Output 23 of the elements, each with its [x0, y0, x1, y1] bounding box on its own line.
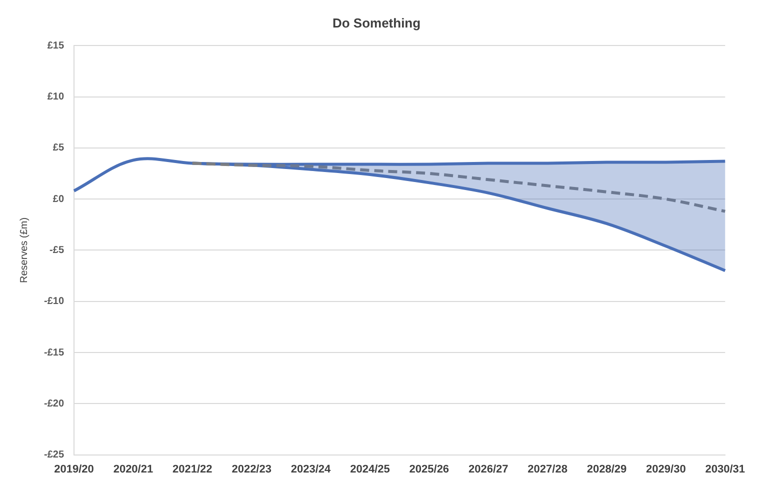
x-tick-label: 2020/21 [113, 463, 154, 476]
y-tick-label: -£20 [44, 398, 64, 410]
x-tick-label: 2023/24 [290, 463, 332, 476]
x-tick-label: 2030/31 [705, 463, 745, 476]
x-tick-label: 2019/20 [54, 463, 94, 476]
x-tick-label: 2029/30 [646, 463, 686, 476]
x-tick-label: 2025/26 [409, 463, 450, 476]
y-tick-label: £5 [52, 142, 64, 154]
x-tick-label: 2021/22 [172, 463, 212, 476]
y-tick-label: £10 [47, 92, 64, 102]
y-axis-title: Reserves (£m) [18, 217, 30, 283]
y-tick-label: £15 [47, 40, 64, 52]
y-tick-label: £0 [52, 194, 64, 205]
y-tick-label: -£15 [44, 347, 64, 358]
y-tick-label: -£25 [44, 450, 64, 461]
x-tick-label: 2027/28 [528, 463, 568, 476]
y-tick-label: -£5 [50, 244, 64, 256]
x-tick-label: 2026/27 [468, 463, 508, 476]
chart-title: Do Something [332, 15, 421, 30]
x-tick-label: 2028/29 [586, 463, 627, 476]
y-tick-label: -£10 [44, 296, 64, 308]
x-tick-label: 2024/25 [350, 463, 390, 476]
x-tick-label: 2022/23 [232, 463, 272, 476]
